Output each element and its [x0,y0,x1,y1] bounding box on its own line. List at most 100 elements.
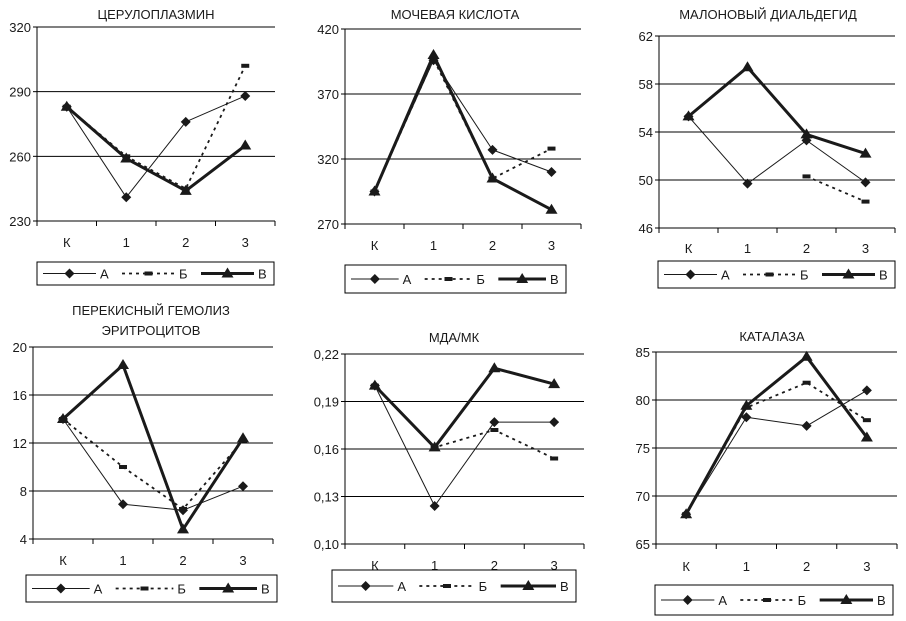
legend-marker [765,272,774,277]
data-point [800,350,813,361]
x-tick-label: 3 [242,235,249,250]
data-point [490,428,499,432]
series-line [62,418,244,511]
legend-label: Б [177,582,186,597]
data-point [740,399,753,410]
x-tick-label: 1 [744,241,751,256]
series-В [680,350,873,519]
series-Б [59,417,247,511]
legend-label: В [879,268,888,283]
data-point [368,185,381,196]
legend: А Б В [657,260,896,289]
data-point [428,441,441,452]
chart-3: МАЛОНОВЫЙ ДИАЛЬДЕГИД 46 50 54 58 62 К 1 2 3 А Б В [639,7,896,289]
chart-title: ПЕРЕКИСНЫЙ ГЕМОЛИЗ [72,303,230,318]
series-line [373,58,552,192]
data-point [118,499,128,510]
y-tick-label: 270 [317,217,339,232]
data-point [862,418,871,423]
y-tick-label: 8 [20,484,27,499]
legend-marker [64,268,75,279]
y-tick-label: 320 [317,152,339,167]
x-tick-label: 3 [863,559,870,574]
x-tick-label: 1 [123,235,130,250]
legend-label: А [721,268,730,283]
legend-marker [140,586,149,591]
data-point [180,116,191,127]
legend-label: Б [798,593,807,608]
legend: А Б В [331,569,577,603]
legend-label: Б [479,579,488,594]
x-tick-label: 2 [803,559,810,574]
y-tick-label: 46 [639,221,653,236]
legend: А Б В [36,261,275,286]
chart-title: МАЛОНОВЫЙ ДИАЛЬДЕГИД [679,7,857,22]
x-tick-label: 2 [179,553,186,568]
data-point [368,379,381,390]
series-В [368,362,561,452]
y-tick-label: 260 [9,149,31,164]
series-line [684,355,869,515]
legend-marker [369,274,380,284]
data-point [860,177,871,188]
data-point [861,199,870,204]
legend-marker [360,581,371,591]
chart-1: ЦЕРУЛОПЛАЗМИН 230 260 290 320 К 1 2 3 А Б В [9,7,276,286]
data-point [741,61,754,72]
x-tick-label: К [371,238,379,253]
data-point [240,90,251,101]
y-tick-label: 62 [639,29,653,44]
data-point [545,203,558,214]
x-tick-label: 3 [239,553,246,568]
data-point [742,178,753,189]
x-tick-label: 2 [489,238,496,253]
y-tick-label: 20 [13,340,27,355]
data-point [801,420,812,431]
chart-title: КАТАЛАЗА [739,329,805,344]
legend-marker [221,267,234,278]
legend-marker [444,277,453,281]
series-line [66,65,247,190]
data-point [741,412,752,423]
legend-marker [522,580,535,590]
series-line [374,385,555,507]
legend: А Б В [654,584,894,616]
data-point [861,385,872,396]
legend-label: В [550,272,559,287]
y-tick-label: 65 [636,537,650,552]
data-point [802,174,811,179]
chart-title: ЦЕРУЛОПЛАЗМИН [98,7,215,22]
series-А [369,55,557,197]
x-tick-label: 2 [491,558,498,573]
y-tick-label: 75 [636,441,650,456]
data-point [549,417,560,428]
y-tick-label: 420 [317,22,339,37]
series-А [683,111,871,189]
y-tick-label: 0,19 [314,395,339,410]
x-tick-label: К [682,559,690,574]
x-tick-label: 3 [862,241,869,256]
x-tick-label: 2 [803,241,810,256]
data-point [237,432,249,443]
x-tick-label: 1 [430,238,437,253]
data-point [859,147,872,158]
y-tick-label: 16 [13,388,27,403]
y-tick-label: 70 [636,489,650,504]
legend-label: В [560,579,569,594]
chart-title: МОЧЕВАЯ КИСЛОТА [391,7,520,22]
y-tick-label: 0,16 [314,442,339,457]
series-line [373,53,553,212]
legend-label: А [403,272,412,287]
chart-6: КАТАЛАЗА 65 70 75 80 85 К 1 2 3 А Б В [636,329,898,616]
series-line [66,95,246,198]
y-tick-label: 85 [636,345,650,360]
x-tick-label: 1 [119,553,126,568]
data-point [488,362,501,373]
series-line [685,389,868,515]
legend-marker [443,584,451,588]
y-tick-label: 50 [639,173,653,188]
data-point [238,481,248,492]
legend: А Б В [344,264,567,294]
legend-label: В [261,582,270,597]
